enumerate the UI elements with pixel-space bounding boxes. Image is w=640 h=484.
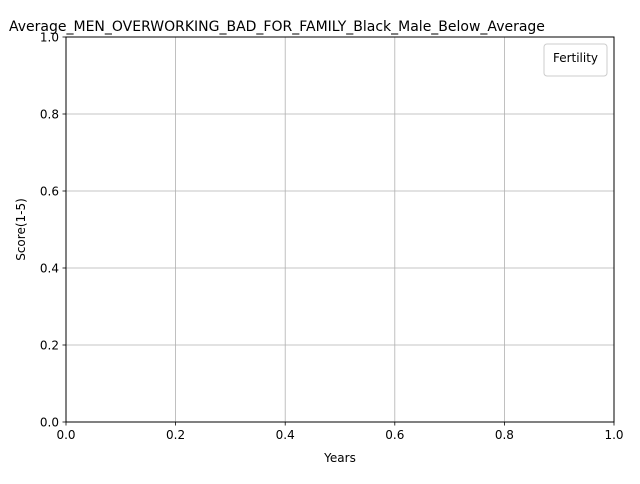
x-axis-label: Years — [323, 451, 356, 465]
y-tick-label: 0.2 — [40, 339, 59, 353]
x-tick-label: 0.8 — [495, 428, 514, 442]
y-tick-label: 0.6 — [40, 185, 59, 199]
legend-title: Fertility — [553, 51, 598, 65]
y-axis-label: Score(1-5) — [14, 198, 28, 261]
ticks: 0.0 0.2 0.4 0.6 0.8 1.0 0.0 0.2 0.4 0.6 0.8 1.0 — [40, 31, 624, 443]
legend-box — [543, 43, 608, 77]
grid — [65, 36, 615, 423]
legend: Fertility — [543, 43, 608, 77]
x-tick-label: 0.2 — [166, 428, 185, 442]
y-tick-label: 0.4 — [40, 262, 59, 276]
y-tick-label: 1.0 — [40, 31, 59, 45]
x-tick-label: 0.6 — [385, 428, 404, 442]
x-tick-label: 0.0 — [56, 428, 75, 442]
axes-frame — [65, 36, 615, 423]
x-tick-label: 1.0 — [604, 428, 623, 442]
x-tick-label: 0.4 — [276, 428, 295, 442]
y-tick-label: 0.0 — [40, 416, 59, 430]
y-tick-label: 0.8 — [40, 108, 59, 122]
chart-title: Average_MEN_OVERWORKING_BAD_FOR_FAMILY_B… — [9, 19, 545, 35]
